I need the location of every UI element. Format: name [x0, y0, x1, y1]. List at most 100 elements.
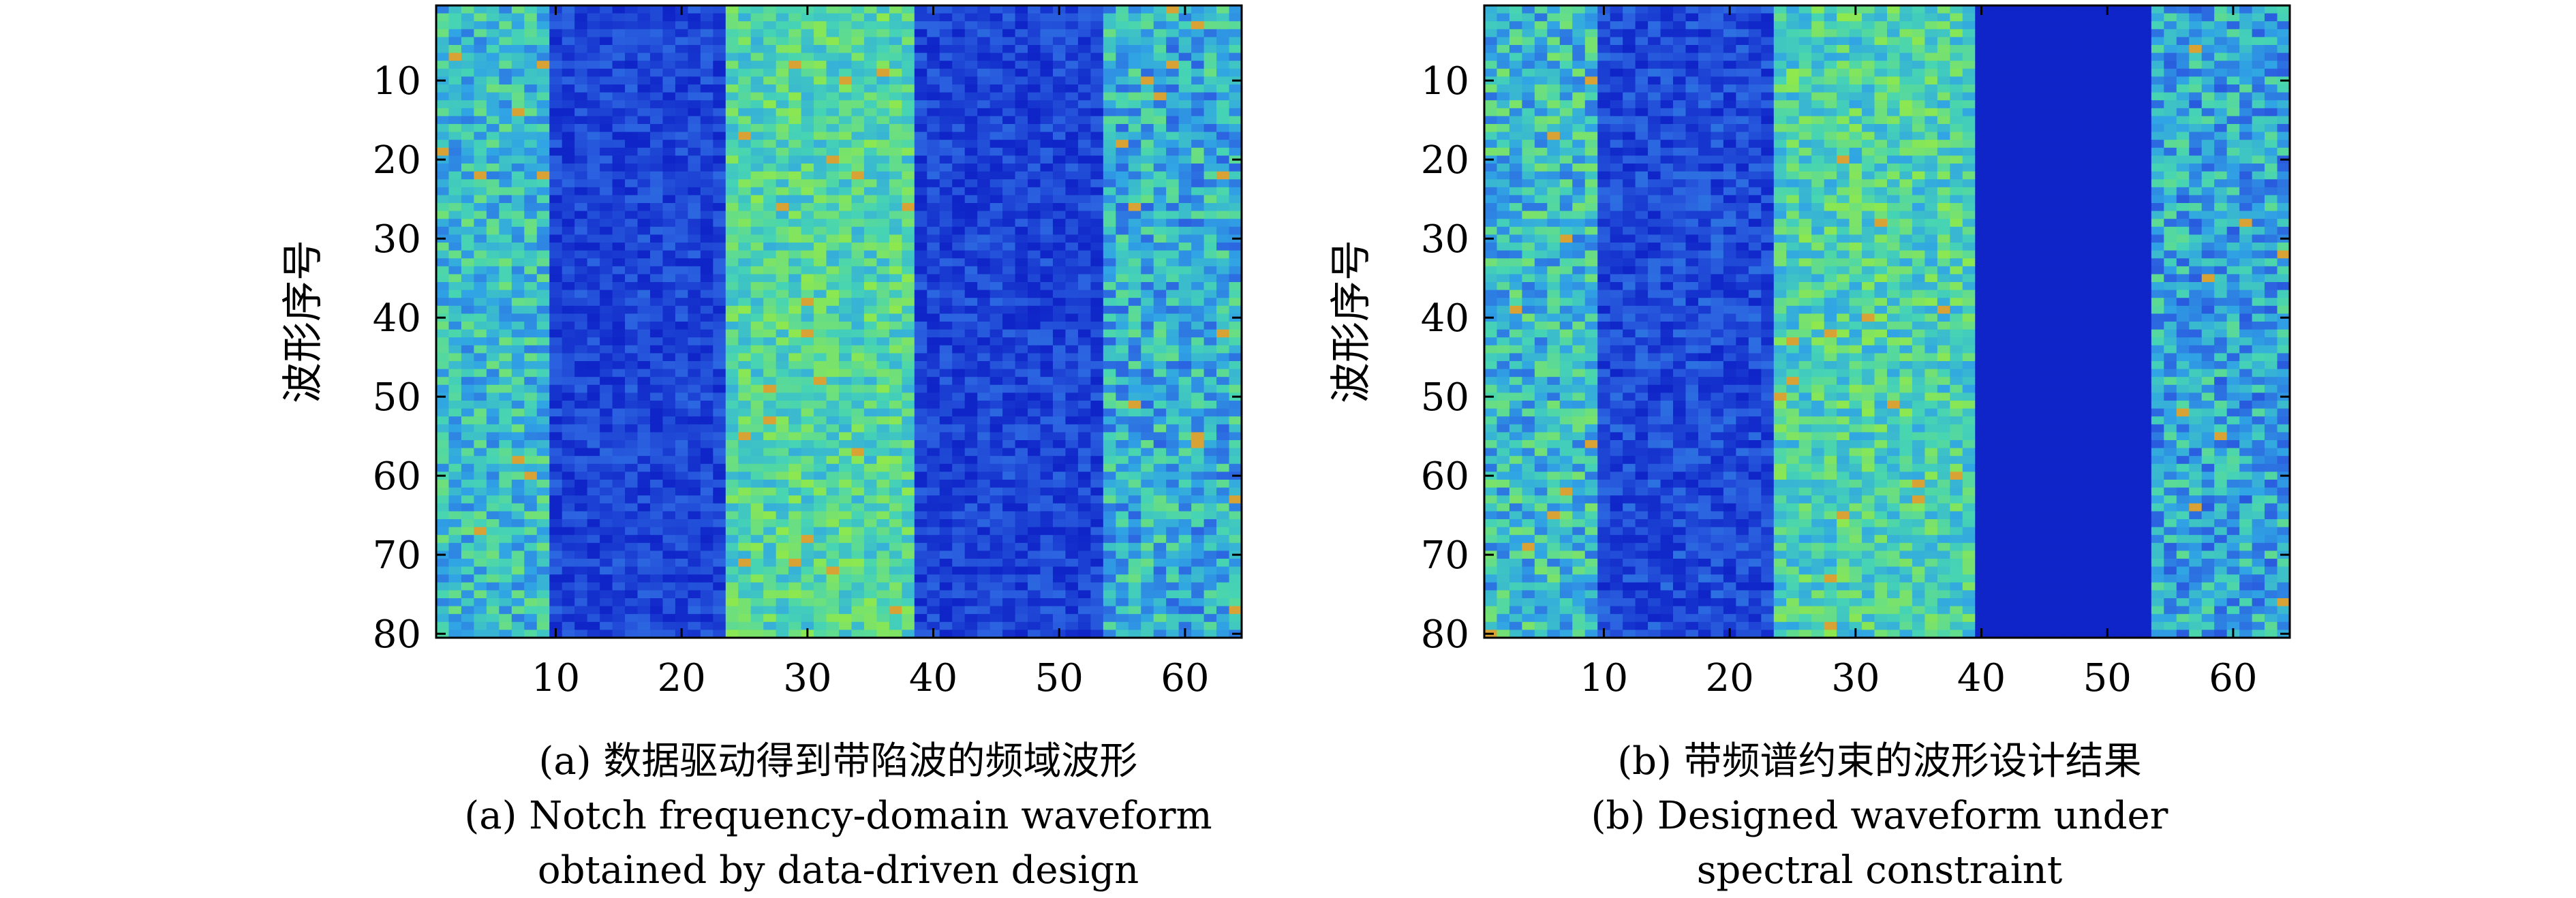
heatmap-cell — [977, 131, 991, 140]
heatmap-cell — [1166, 448, 1180, 456]
heatmap-cell — [499, 68, 512, 77]
heatmap-cell — [914, 551, 927, 559]
heatmap-cell — [750, 408, 764, 417]
heatmap-cell — [1040, 542, 1054, 551]
heatmap-cell — [977, 45, 991, 53]
heatmap-cell — [763, 590, 777, 599]
heatmap-cell — [499, 329, 512, 338]
heatmap-cell — [474, 487, 487, 496]
heatmap-cell — [511, 551, 525, 559]
heatmap-cell — [1065, 179, 1079, 188]
heatmap-cell — [1116, 440, 1129, 448]
heatmap-cell — [763, 503, 777, 512]
heatmap-cell — [927, 527, 940, 536]
heatmap-cell — [587, 61, 600, 69]
heatmap-cell — [1166, 61, 1180, 69]
heatmap-cell — [964, 100, 978, 109]
heatmap-cell — [562, 345, 575, 354]
heatmap-cell — [1229, 250, 1242, 259]
heatmap-cell — [902, 392, 915, 401]
heatmap-cell — [1203, 511, 1217, 520]
heatmap-cell — [562, 424, 575, 433]
heatmap-cell — [776, 171, 789, 180]
heatmap-cell — [448, 211, 462, 219]
heatmap-cell — [1090, 535, 1104, 544]
heatmap-cell — [939, 108, 953, 117]
heatmap-cell — [1191, 401, 1205, 409]
heatmap-cell — [1166, 487, 1180, 496]
heatmap-cell — [1028, 377, 1041, 386]
heatmap-cell — [587, 471, 600, 480]
heatmap-cell — [474, 408, 487, 417]
heatmap-cell — [1077, 61, 1091, 69]
heatmap-cell — [889, 243, 902, 251]
heatmap-cell — [839, 495, 853, 504]
heatmap-cell — [1077, 313, 1091, 322]
heatmap-cell — [914, 511, 927, 520]
heatmap-cell — [436, 211, 450, 219]
heatmap-cell — [600, 108, 613, 117]
heatmap-cell — [713, 211, 726, 219]
heatmap-cell — [612, 535, 626, 544]
heatmap-cell — [461, 606, 475, 615]
heatmap-cell — [1028, 92, 1041, 101]
heatmap-cell — [788, 456, 802, 465]
heatmap-cell — [637, 140, 651, 149]
heatmap-cell — [1040, 471, 1054, 480]
heatmap-cell — [788, 527, 802, 536]
heatmap-cell — [889, 124, 902, 132]
heatmap-cell — [927, 282, 940, 290]
heatmap-cell — [788, 606, 802, 615]
heatmap-cell — [637, 369, 651, 377]
heatmap-cell — [738, 487, 752, 496]
heatmap-cell — [637, 76, 651, 85]
heatmap-cell — [814, 322, 827, 330]
heatmap-cell — [1090, 329, 1104, 338]
heatmap-cell — [902, 164, 915, 172]
heatmap-cell — [688, 614, 701, 623]
heatmap-cell — [814, 234, 827, 243]
heatmap-cell — [839, 487, 853, 496]
heatmap-cell — [562, 155, 575, 164]
heatmap-cell — [600, 519, 613, 527]
heatmap-cell — [939, 392, 953, 401]
heatmap-cell — [902, 590, 915, 599]
heatmap-cell — [1178, 219, 1192, 228]
heatmap-cell — [662, 5, 676, 14]
heatmap-cell — [902, 13, 915, 22]
heatmap-cell — [637, 219, 651, 228]
heatmap-cell — [1141, 298, 1154, 307]
heatmap-cell — [826, 377, 840, 386]
heatmap-cell — [499, 266, 512, 275]
heatmap-cell — [562, 226, 575, 235]
heatmap-cell — [1128, 392, 1141, 401]
heatmap-cell — [1141, 384, 1154, 393]
heatmap-cell — [990, 495, 1003, 504]
heatmap-cell — [801, 463, 814, 472]
heatmap-cell — [536, 195, 550, 204]
heatmap-cell — [1153, 250, 1167, 259]
heatmap-cell — [713, 5, 726, 14]
heatmap-cell — [1229, 511, 1242, 520]
heatmap-cell — [1002, 68, 1016, 77]
heatmap-cell — [725, 424, 739, 433]
heatmap-cell — [649, 298, 664, 307]
heatmap-cell — [964, 329, 978, 338]
heatmap-cell — [562, 598, 575, 606]
heatmap-cell — [536, 13, 550, 22]
heatmap-cell — [952, 164, 966, 172]
heatmap-cell — [939, 535, 953, 544]
heatmap-cell — [1216, 219, 1230, 228]
heatmap-cell — [1203, 68, 1217, 77]
heatmap-cell — [1141, 574, 1154, 583]
heatmap-cell — [1052, 480, 1067, 488]
heatmap-cell — [549, 614, 563, 623]
heatmap-cell — [688, 21, 701, 30]
heatmap-cell — [461, 171, 475, 180]
heatmap-cell — [1116, 211, 1129, 219]
heatmap-cell — [675, 274, 688, 283]
heatmap-cell — [1028, 606, 1041, 615]
heatmap-cell — [688, 463, 701, 472]
heatmap-cell — [1090, 361, 1104, 369]
heatmap-cell — [649, 179, 664, 188]
